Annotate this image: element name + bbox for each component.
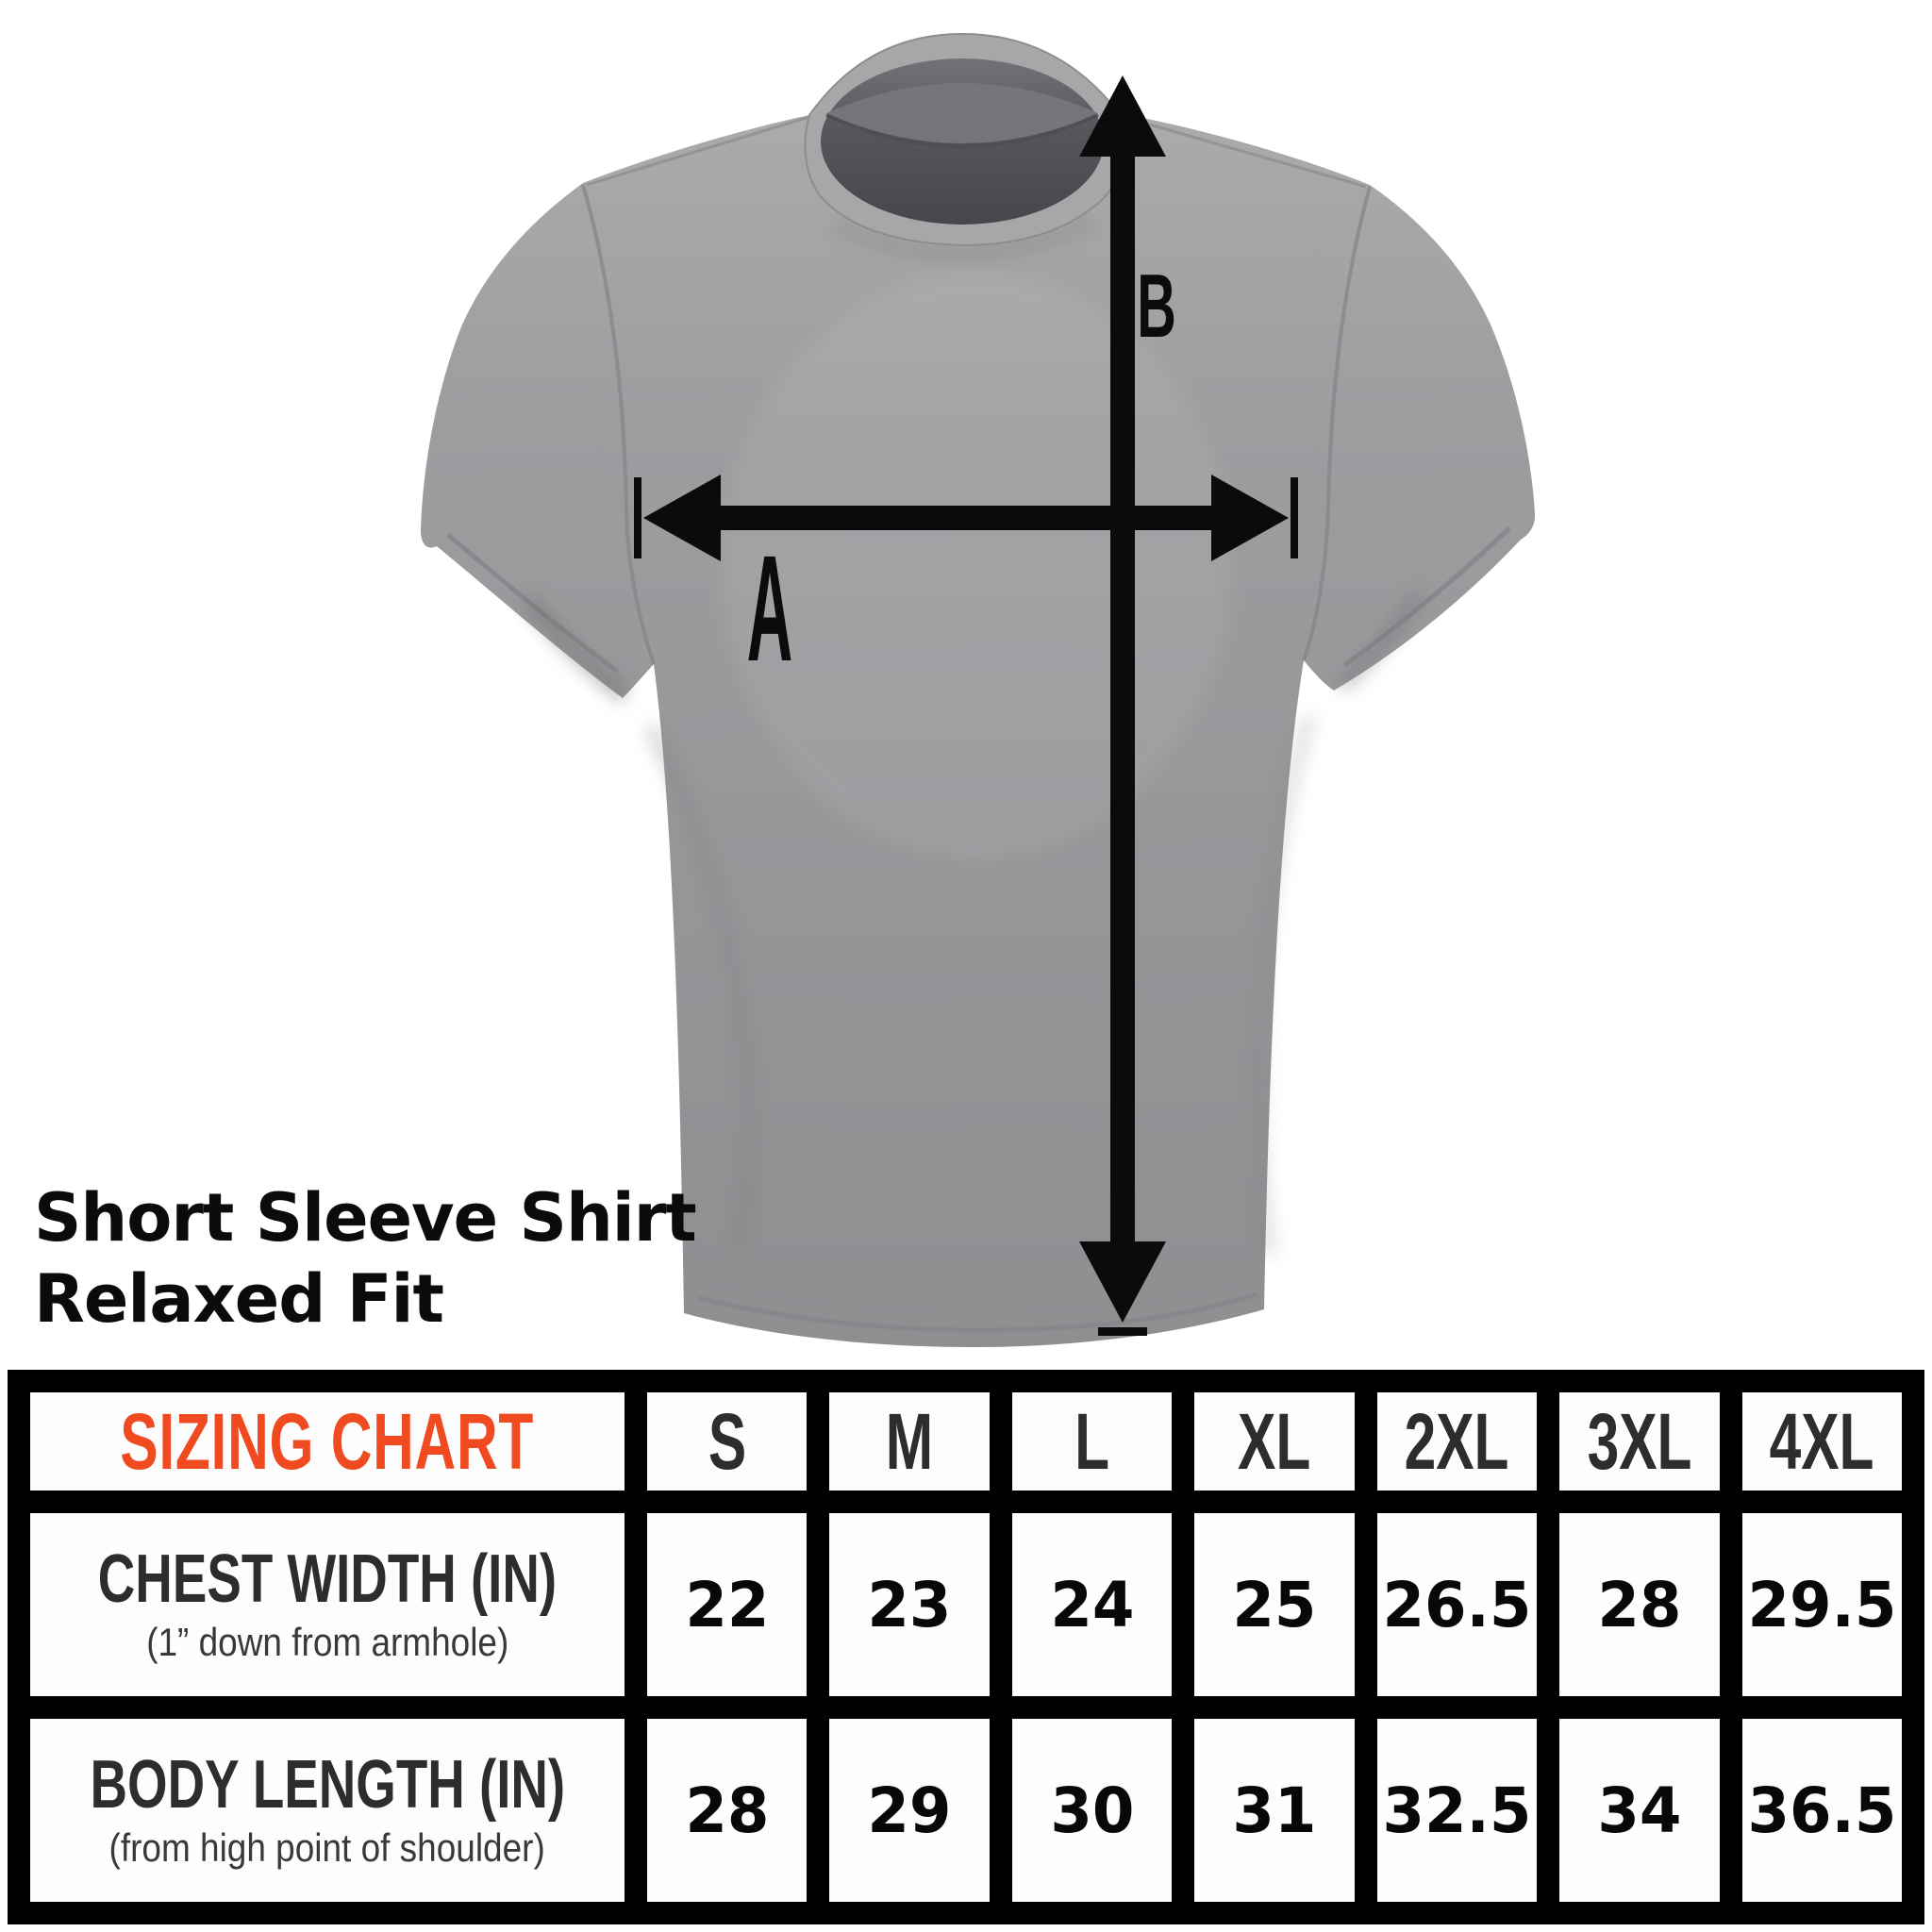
- chest-width-value-2xl: 26.5: [1376, 1513, 1538, 1696]
- table-value: 28: [685, 1774, 770, 1847]
- chest-width-value-l: 24: [1011, 1513, 1173, 1696]
- chest-width-label: CHEST WIDTH (IN): [97, 1541, 558, 1617]
- chest-width-label-cell: CHEST WIDTH (IN) (1” down from armhole): [30, 1513, 625, 1696]
- table-value: 25: [1232, 1568, 1317, 1641]
- chest-width-note: (1” down from armhole): [145, 1620, 509, 1664]
- size-col-header-3xl: 3XL: [1559, 1392, 1720, 1491]
- table-value: 29: [867, 1774, 952, 1847]
- sizing-chart-title-cell: SIZING CHART: [30, 1392, 625, 1491]
- product-title-line2: Relaxed Fit: [34, 1260, 444, 1338]
- size-col-header-4xl: 4XL: [1741, 1392, 1902, 1491]
- body-length-value-2xl: 32.5: [1376, 1719, 1538, 1902]
- chest-width-value-xl: 25: [1194, 1513, 1355, 1696]
- size-col-header-s: S: [647, 1392, 808, 1491]
- table-value: 30: [1050, 1774, 1135, 1847]
- body-length-label-cell: BODY LENGTH (IN) (from high point of sho…: [30, 1719, 625, 1902]
- table-value: 34: [1597, 1774, 1682, 1847]
- product-title-line1: Short Sleeve Shirt: [34, 1179, 697, 1257]
- size-label: M: [885, 1396, 934, 1486]
- measure-a-arrow: A: [634, 475, 1298, 693]
- tshirt-diagram: A B: [421, 32, 1536, 1347]
- size-col-header-2xl: 2XL: [1376, 1392, 1538, 1491]
- table-value: 26.5: [1382, 1568, 1532, 1641]
- size-label: 2XL: [1404, 1396, 1509, 1486]
- measure-b-arrow: B: [1079, 75, 1176, 1336]
- size-col-header-xl: XL: [1194, 1392, 1355, 1491]
- sizing-chart-title: SIZING CHART: [120, 1396, 535, 1486]
- chest-width-value-4xl: 29.5: [1741, 1513, 1902, 1696]
- table-value: 28: [1597, 1568, 1682, 1641]
- table-value: 31: [1232, 1774, 1317, 1847]
- body-length-value-4xl: 36.5: [1741, 1719, 1902, 1902]
- measure-a-label: A: [747, 525, 793, 694]
- table-value: 23: [867, 1568, 952, 1641]
- size-label: S: [708, 1396, 746, 1486]
- size-col-header-m: M: [829, 1392, 990, 1491]
- sizing-table: SIZING CHART S M L XL 2XL 3XL 4XL CHEST …: [8, 1370, 1924, 1924]
- chest-width-value-3xl: 28: [1559, 1513, 1720, 1696]
- measure-b-label: B: [1137, 255, 1176, 357]
- table-value: 22: [685, 1568, 770, 1641]
- body-length-value-s: 28: [647, 1719, 808, 1902]
- size-label: XL: [1238, 1396, 1311, 1486]
- table-value: 32.5: [1382, 1774, 1532, 1847]
- body-length-value-3xl: 34: [1559, 1719, 1720, 1902]
- size-col-header-l: L: [1011, 1392, 1173, 1491]
- product-title: Short Sleeve Shirt Relaxed Fit: [34, 1177, 697, 1340]
- table-value: 36.5: [1747, 1774, 1897, 1847]
- tshirt-collar: [804, 32, 1125, 247]
- chest-width-value-m: 23: [829, 1513, 990, 1696]
- chest-width-value-s: 22: [647, 1513, 808, 1696]
- tshirt-body: [421, 34, 1536, 1347]
- table-value: 24: [1050, 1568, 1135, 1641]
- body-length-note: (from high point of shoulder): [108, 1825, 546, 1870]
- body-length-value-xl: 31: [1194, 1719, 1355, 1902]
- size-label: 3XL: [1587, 1396, 1692, 1486]
- size-label: 4XL: [1769, 1396, 1874, 1486]
- body-length-label: BODY LENGTH (IN): [90, 1747, 565, 1823]
- table-value: 29.5: [1747, 1568, 1897, 1641]
- size-label: L: [1074, 1396, 1110, 1486]
- body-length-value-m: 29: [829, 1719, 990, 1902]
- body-length-value-l: 30: [1011, 1719, 1173, 1902]
